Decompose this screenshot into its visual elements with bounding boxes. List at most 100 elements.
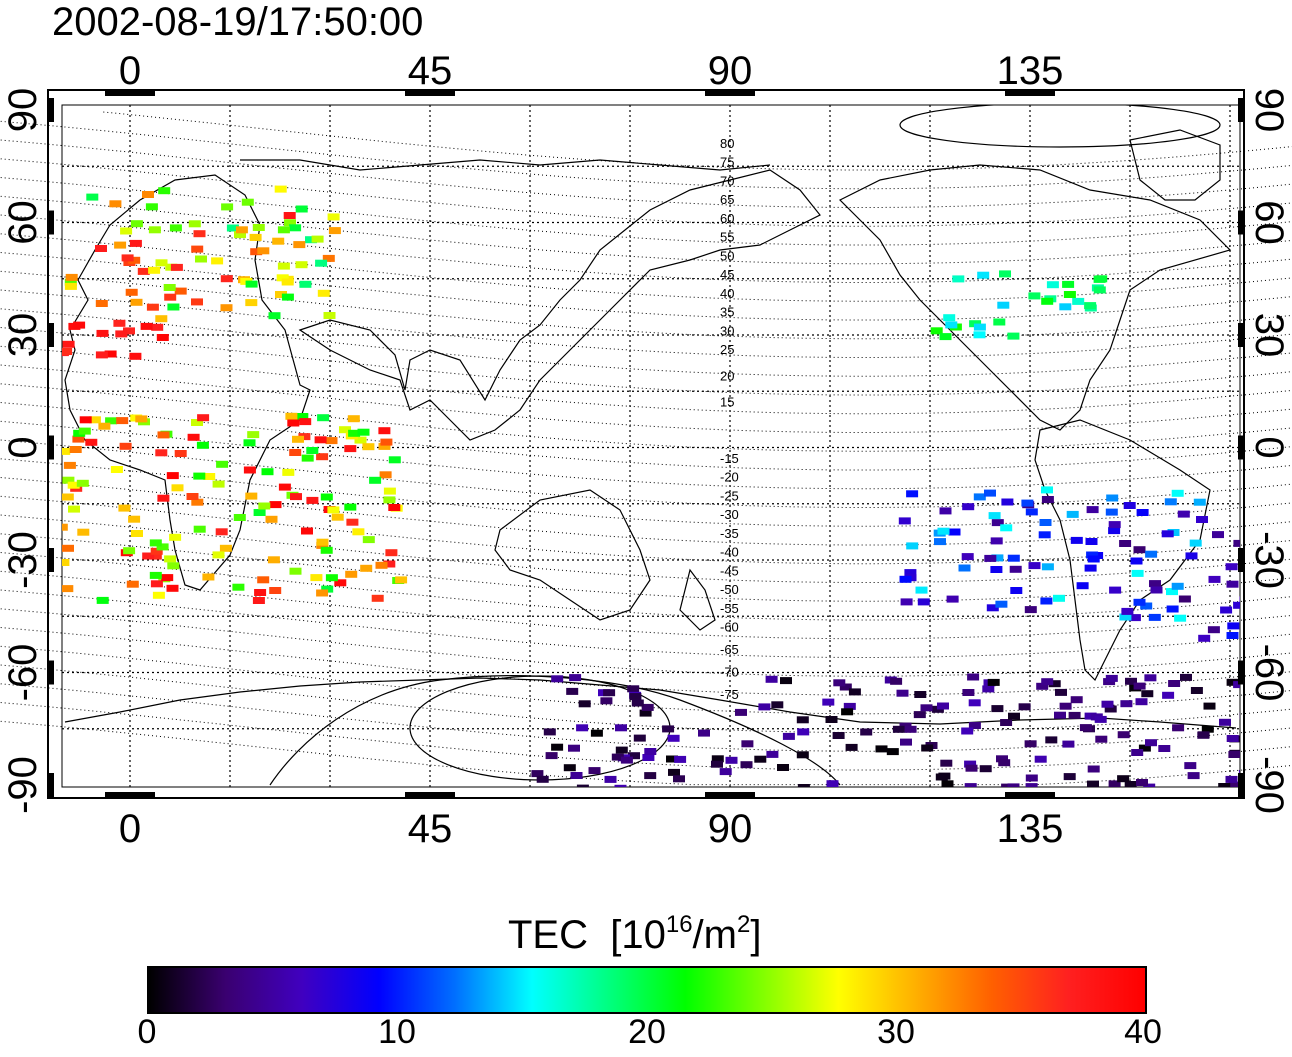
tec-cell [644,748,657,755]
tec-cell [249,233,262,241]
tec-cell [1185,552,1198,560]
tec-cell [64,278,77,286]
contour-label: -30 [720,507,739,522]
tec-cell [314,436,327,444]
tec-cell [73,321,86,329]
tec-cell [331,513,344,521]
tec-cell [1150,586,1163,594]
tec-cell [299,280,312,288]
tec-cell [220,304,233,312]
tec-cell [1007,332,1020,340]
tec-cell [797,728,810,736]
tec-cell [257,576,270,584]
tec-cell [247,431,260,439]
tec-cell [155,259,168,267]
tec-cell [243,466,256,474]
tec-cell [765,675,778,683]
tec-cell [164,555,177,563]
tec-cell [257,247,270,255]
tec-cell [151,323,164,331]
tec-cell [299,418,312,426]
tec-cell [86,193,99,201]
top-lon-label: 135 [997,49,1064,93]
tec-cell [148,226,161,234]
tec-cell [1133,546,1146,554]
tec-cell [1123,502,1136,509]
tec-cell [289,224,302,232]
tec-cell [984,489,996,497]
colorbar-tick-0: 0 [137,1013,157,1051]
tec-cell [1041,563,1054,571]
tec-cell [543,728,556,736]
tec-cell [360,564,373,572]
tec-cell [345,570,358,578]
tec-cell [371,594,384,602]
tec-cell [301,527,313,535]
tec-cell [96,596,109,604]
tec-cell [968,722,981,729]
tec-cell [129,352,142,360]
tec-cell [98,422,111,430]
tec-cell [311,235,324,243]
tec-cell [281,293,294,301]
tec-cell [961,553,974,561]
tec-cell [174,287,187,295]
left-tick-mark [48,435,54,460]
left-tick-mark [48,773,54,797]
tec-cell [1041,496,1054,503]
tec-cell [362,536,375,544]
tec-cell [135,415,148,423]
tec-cell [362,443,375,451]
top-lon-label: 0 [119,49,141,93]
tec-cell [1208,575,1221,583]
tec-cell [379,471,392,479]
tec-cell [860,728,873,736]
tec-cell [164,293,177,301]
tec-cell [1041,486,1053,494]
tec-cell [833,679,846,687]
tec-cell [145,203,158,211]
tec-cell [937,527,950,535]
tec-cell [904,569,917,577]
top-lon-label: 90 [708,49,753,93]
tec-cell [62,340,75,348]
tec-cell [232,583,245,591]
tec-cell [967,673,980,681]
tec-cell [1245,706,1257,713]
left-tick-mark [48,548,54,572]
tec-cell [383,496,396,504]
tec-cell [187,433,200,441]
tec-cell [996,755,1008,763]
contour-label: 80 [720,136,734,151]
tec-cell [1136,779,1148,786]
contour-label: -55 [720,601,739,616]
colorbar-unit-exponent2: 2 [736,911,751,938]
tec-cell [766,750,779,758]
coast-south-america [1034,419,1211,682]
tec-cell [797,784,810,787]
tec-cell [310,574,323,582]
tec-cell [62,585,74,593]
tec-cell [1177,510,1190,518]
tec-cell [253,509,266,516]
tec-cell [157,431,170,439]
tec-cell [284,219,296,227]
tec-cell [641,703,654,711]
tec-cell [235,226,248,234]
tec-cell [1000,524,1013,532]
tec-cell [1161,530,1174,538]
tec-cell [1212,531,1224,539]
tec-cell [220,275,233,283]
contour-label: 25 [720,342,734,357]
coast-antarctica [64,677,1237,729]
right-lat-label: 60 [1247,200,1291,245]
tec-cell [269,501,282,509]
contour-label: -50 [720,582,739,597]
tec-cell [150,580,163,588]
top-tick-mark [705,90,755,96]
tec-cell [79,416,92,424]
left-lat-label: -60 [1,644,45,702]
tec-cell [289,567,302,575]
colorbar-title: TEC [1016/m2] [508,912,761,958]
tec-cell [1087,765,1100,773]
